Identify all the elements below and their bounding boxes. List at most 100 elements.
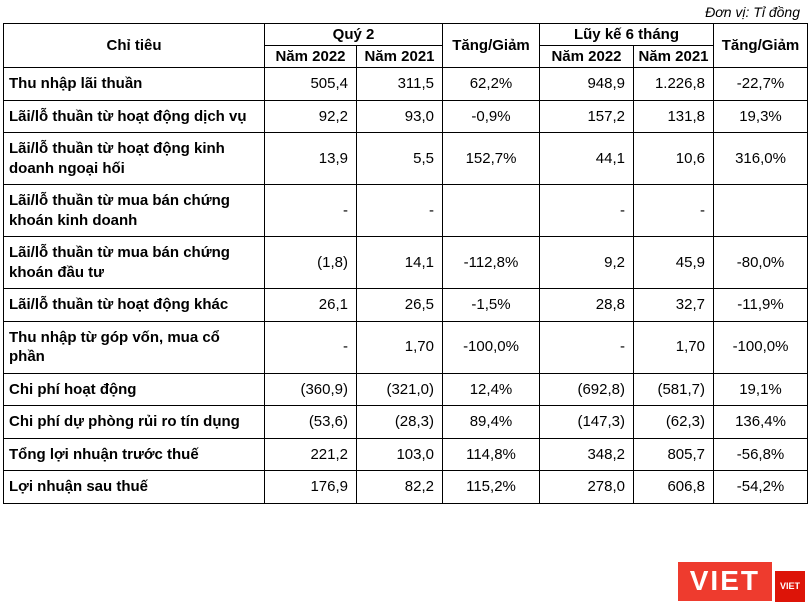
q2-2022-value: 221,2	[264, 437, 357, 471]
row-label: Chi phí dự phòng rủi ro tín dụng	[3, 405, 265, 439]
ytd-2022-value: (147,3)	[539, 405, 634, 439]
q2-change-value: -0,9%	[442, 99, 540, 133]
row-label: Thu nhập lãi thuần	[3, 67, 265, 101]
ytd-2021-value: 10,6	[633, 132, 714, 185]
table-header: Chỉ tiêu Quý 2 Tăng/Giảm Lũy kế 6 tháng …	[3, 23, 808, 68]
row-label: Lãi/lỗ thuần từ hoạt động dịch vụ	[3, 99, 265, 133]
ytd-change-value: -11,9%	[713, 288, 808, 322]
row-label: Tổng lợi nhuận trước thuế	[3, 437, 265, 471]
ytd-2021-value: 131,8	[633, 99, 714, 133]
q2-2022-value: (1,8)	[264, 236, 357, 289]
q2-2021-value: 14,1	[356, 236, 443, 289]
table-row: Lãi/lỗ thuần từ hoạt động khác 26,1 26,5…	[3, 288, 808, 322]
q2-2021-value: -	[356, 184, 443, 237]
row-label: Thu nhập từ góp vốn, mua cổ phần	[3, 320, 265, 374]
ytd-change-value: 19,1%	[713, 372, 808, 406]
ytd-change-value: 316,0%	[713, 132, 808, 185]
ytd-2021-value: 45,9	[633, 236, 714, 289]
ytd-2021-value: 1.226,8	[633, 67, 714, 101]
row-label: Lãi/lỗ thuần từ mua bán chứng khoán kinh…	[3, 184, 265, 237]
q2-change-value: 89,4%	[442, 405, 540, 439]
q2-2021-value: (321,0)	[356, 372, 443, 406]
ytd-2022-value: 348,2	[539, 437, 634, 471]
q2-2022-value: (360,9)	[264, 372, 357, 406]
q2-change-value: 114,8%	[442, 437, 540, 471]
ytd-2022-value: 28,8	[539, 288, 634, 322]
ytd-2022-value: 9,2	[539, 236, 634, 289]
ytd-2022-value: 157,2	[539, 99, 634, 133]
q2-2022-value: 176,9	[264, 470, 357, 504]
ytd-2021-value: (581,7)	[633, 372, 714, 406]
ytd-change-value: 136,4%	[713, 405, 808, 439]
q2-change-value: 152,7%	[442, 132, 540, 185]
row-label: Lãi/lỗ thuần từ mua bán chứng khoán đầu …	[3, 236, 265, 289]
table-row: Thu nhập lãi thuần 505,4 311,5 62,2% 948…	[3, 67, 808, 101]
ytd-2022-value: (692,8)	[539, 372, 634, 406]
table-body: Thu nhập lãi thuần 505,4 311,5 62,2% 948…	[3, 67, 808, 504]
viet-logo-small: VIET	[774, 571, 805, 602]
q2-2021-value: 103,0	[356, 437, 443, 471]
header-row-years: Năm 2022 Năm 2021 Năm 2022 Năm 2021	[4, 45, 808, 68]
ytd-change-value: -54,2%	[713, 470, 808, 504]
ytd-2021-value: 1,70	[633, 320, 714, 374]
header-ytd-group: Lũy kế 6 tháng	[539, 23, 714, 46]
q2-2022-value: 26,1	[264, 288, 357, 322]
ytd-change-value: -56,8%	[713, 437, 808, 471]
q2-2021-value: 26,5	[356, 288, 443, 322]
row-label: Lãi/lỗ thuần từ hoạt động kinh doanh ngo…	[3, 132, 265, 185]
table-row: Thu nhập từ góp vốn, mua cổ phần - 1,70 …	[3, 320, 808, 374]
q2-change-value: -1,5%	[442, 288, 540, 322]
header-row-groups: Chỉ tiêu Quý 2 Tăng/Giảm Lũy kế 6 tháng …	[3, 23, 808, 68]
q2-2022-value: -	[264, 320, 357, 374]
q2-2021-value: 1,70	[356, 320, 443, 374]
q2-2021-value: 5,5	[356, 132, 443, 185]
q2-2021-value: 311,5	[356, 67, 443, 101]
q2-2022-value: 13,9	[264, 132, 357, 185]
header-criteria: Chỉ tiêu	[3, 23, 265, 68]
viet-logo: VIET VIET	[677, 562, 805, 602]
ytd-2021-value: (62,3)	[633, 405, 714, 439]
q2-2022-value: (53,6)	[264, 405, 357, 439]
viet-logo-main: VIET	[677, 562, 772, 601]
ytd-change-value	[713, 184, 808, 237]
header-ytd-year-2022: Năm 2022	[539, 45, 634, 68]
q2-2021-value: 93,0	[356, 99, 443, 133]
q2-change-value: -100,0%	[442, 320, 540, 374]
ytd-change-value: -100,0%	[713, 320, 808, 374]
header-q2-group: Quý 2	[264, 23, 443, 46]
q2-2021-value: 82,2	[356, 470, 443, 504]
financial-table: Chỉ tiêu Quý 2 Tăng/Giảm Lũy kế 6 tháng …	[3, 23, 808, 504]
header-q2-change: Tăng/Giảm	[442, 23, 540, 68]
table-row: Lãi/lỗ thuần từ mua bán chứng khoán đầu …	[3, 236, 808, 289]
q2-2022-value: 92,2	[264, 99, 357, 133]
table-row: Lãi/lỗ thuần từ mua bán chứng khoán kinh…	[3, 184, 808, 237]
header-q2-year-2021: Năm 2021	[356, 45, 443, 68]
q2-2022-value: 505,4	[264, 67, 357, 101]
table-row: Chi phí hoạt động (360,9) (321,0) 12,4% …	[3, 372, 808, 406]
row-label: Chi phí hoạt động	[3, 372, 265, 406]
ytd-change-value: -80,0%	[713, 236, 808, 289]
ytd-2022-value: -	[539, 184, 634, 237]
ytd-2022-value: 278,0	[539, 470, 634, 504]
unit-note: Đơn vị: Tỉ đồng	[705, 4, 800, 20]
ytd-2022-value: 948,9	[539, 67, 634, 101]
q2-change-value: 115,2%	[442, 470, 540, 504]
ytd-change-value: -22,7%	[713, 67, 808, 101]
table-row: Lợi nhuận sau thuế 176,9 82,2 115,2% 278…	[3, 470, 808, 504]
ytd-2021-value: 606,8	[633, 470, 714, 504]
table-row: Chi phí dự phòng rủi ro tín dụng (53,6) …	[3, 405, 808, 439]
q2-change-value: -112,8%	[442, 236, 540, 289]
ytd-2021-value: 805,7	[633, 437, 714, 471]
header-ytd-change: Tăng/Giảm	[713, 23, 808, 68]
header-q2-year-2022: Năm 2022	[264, 45, 357, 68]
q2-change-value: 62,2%	[442, 67, 540, 101]
ytd-2021-value: -	[633, 184, 714, 237]
ytd-change-value: 19,3%	[713, 99, 808, 133]
q2-2021-value: (28,3)	[356, 405, 443, 439]
ytd-2022-value: -	[539, 320, 634, 374]
table-row: Lãi/lỗ thuần từ hoạt động dịch vụ 92,2 9…	[3, 99, 808, 133]
q2-2022-value: -	[264, 184, 357, 237]
q2-change-value	[442, 184, 540, 237]
ytd-2021-value: 32,7	[633, 288, 714, 322]
table-row: Tổng lợi nhuận trước thuế 221,2 103,0 11…	[3, 437, 808, 471]
